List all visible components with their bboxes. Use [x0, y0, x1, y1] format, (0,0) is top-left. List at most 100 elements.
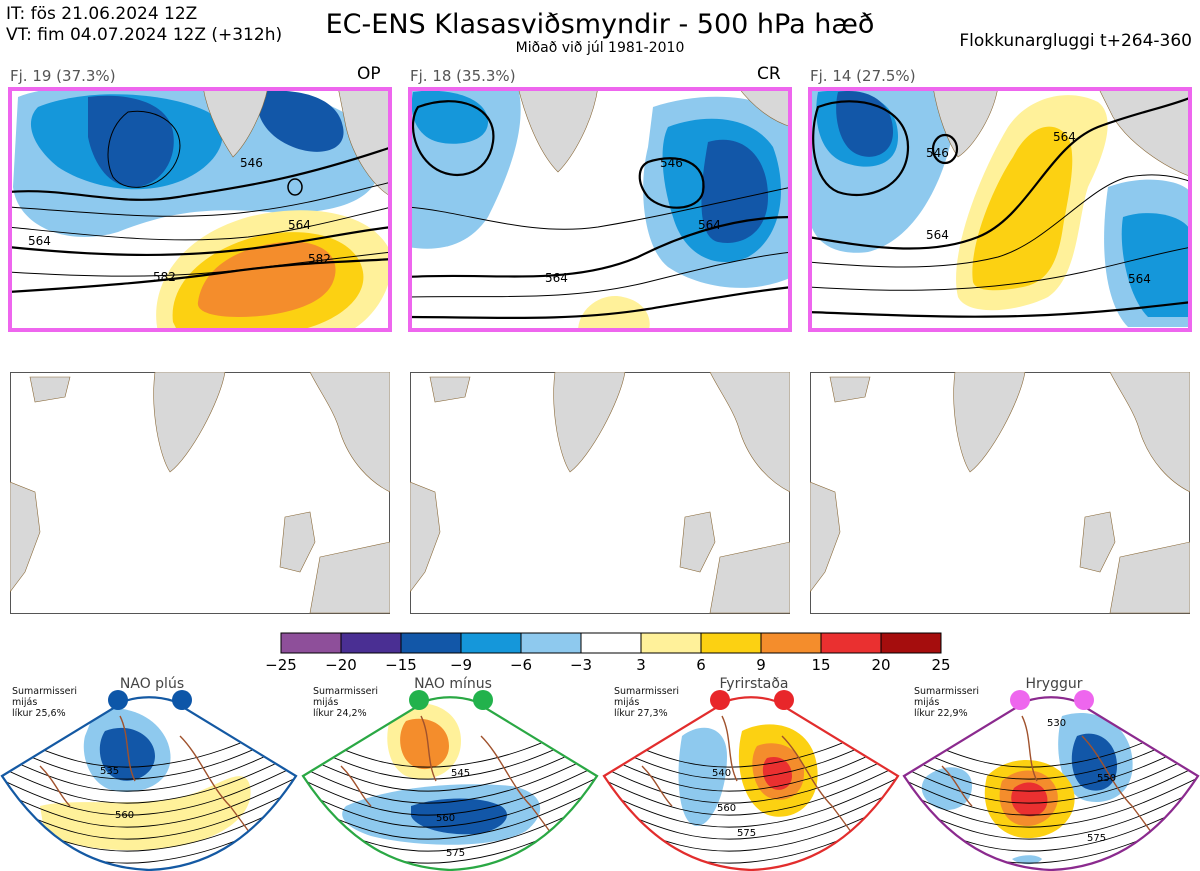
regime-mean: mijás [614, 697, 640, 708]
regime-contour [604, 746, 898, 804]
regime-contour [904, 746, 1198, 804]
regime-border [602, 696, 900, 871]
contour-thin-2 [408, 186, 792, 230]
cluster-map-1: 546 564 582 564 582 [8, 87, 392, 332]
regime-mean: mijás [313, 697, 339, 708]
contour-label: 546 [926, 146, 949, 160]
arctic-island [829, 376, 871, 403]
regime-map: 535 560 [0, 696, 298, 871]
contour-546 [411, 100, 495, 176]
colorbar-tick-label: 20 [871, 656, 891, 674]
scandinavia-land [709, 372, 790, 493]
cluster-2-label: Fj. 18 (35.3%) [410, 67, 516, 85]
colorbar [280, 632, 942, 654]
colorbar-tick-label: 3 [636, 656, 646, 674]
cluster-border [808, 87, 1192, 332]
regime-info: Sumarmisseri mijás líkur 27,3% [614, 686, 679, 719]
contour-label: 564 [545, 271, 568, 285]
contour-546 [812, 100, 910, 197]
contour-thin-2 [8, 206, 392, 241]
blank-map-2 [410, 372, 790, 614]
regime-title: NAO plús [119, 676, 185, 692]
cluster-1-tag: OP [357, 64, 381, 84]
britain-land [279, 511, 316, 573]
regime-contour [303, 758, 597, 816]
regime-contour-label: 560 [717, 803, 736, 814]
cluster-2-tag: CR [757, 64, 781, 84]
negative-anomaly-strong [701, 139, 768, 243]
regime-contour [303, 782, 597, 840]
canada-land [410, 481, 441, 593]
cluster-1-label: Fj. 19 (37.3%) [10, 67, 116, 85]
regime-marker-dot [710, 690, 730, 710]
regime-info: Sumarmisseri mijás líkur 22,9% [914, 686, 979, 719]
colorbar-cell [280, 632, 342, 654]
regime-title: Fyrirstaða [719, 676, 789, 692]
contour-label: 582 [308, 252, 331, 266]
cluster-map-2: 564 546 564 [408, 87, 792, 332]
colorbar-cell [880, 632, 942, 654]
regime-anomaly [400, 718, 449, 770]
run-info: IT: fös 21.06.2024 12Z VT: fim 04.07.202… [6, 4, 282, 46]
blank-map-3 [810, 372, 1190, 614]
negative-anomaly-medium-2 [1121, 213, 1192, 317]
colorbar-tick-label: −25 [265, 656, 297, 674]
regime-marker-dot [774, 690, 794, 710]
regime-probability: líkur 24,2% [313, 708, 367, 719]
contour-thin-2 [808, 246, 1192, 291]
contour-label: 564 [28, 234, 51, 248]
regime-anomaly [921, 767, 972, 810]
canada-land [10, 481, 41, 593]
regime-contour [604, 770, 898, 828]
contour-thin-1 [8, 181, 392, 217]
regime-contour [604, 782, 898, 840]
regime-map: 530 550 575 [902, 696, 1200, 871]
regime-contour [303, 770, 597, 828]
regime-mean: mijás [914, 697, 940, 708]
colorbar-tick-label: 6 [696, 656, 706, 674]
regime-anomaly [99, 727, 155, 781]
contour-564 [8, 225, 392, 257]
colorbar-cell [760, 632, 822, 654]
regime-contour [904, 782, 1198, 840]
regime-contour [904, 770, 1198, 828]
colorbar-cell [520, 632, 582, 654]
regime-probability: líkur 22,9% [914, 708, 968, 719]
regime-contour [904, 758, 1198, 816]
arctic-island [429, 376, 471, 403]
regime-map: 540 560 575 [602, 696, 900, 871]
regime-marker-dot [1010, 690, 1030, 710]
page-title: EC-ENS Klasasviðsmyndir - 500 hPa hæð [325, 9, 875, 40]
greenland-land [953, 372, 1026, 473]
contour-closed-small [287, 178, 303, 196]
colorbar-cell [400, 632, 462, 654]
arctic-island [29, 376, 71, 403]
regime-contour-label: 540 [712, 768, 731, 779]
regime-contour-label: 575 [737, 828, 756, 839]
initial-time: IT: fös 21.06.2024 12Z [6, 4, 198, 24]
contour-label: 564 [698, 218, 721, 232]
negative-anomaly-strong [88, 95, 174, 187]
regime-info: Sumarmisseri mijás líkur 24,2% [313, 686, 378, 719]
contour-thin-1 [408, 251, 792, 298]
regime-anomaly [762, 756, 792, 790]
regime-contour [2, 758, 296, 816]
regime-map: 545 560 575 [301, 696, 599, 871]
regime-season: Sumarmisseri [614, 686, 680, 697]
contour-low-ring [107, 110, 181, 188]
regime-contour-label: 575 [1087, 833, 1106, 844]
regime-probability: líkur 25,6% [12, 708, 66, 719]
regime-contour [604, 758, 898, 816]
contour-label: 564 [1128, 272, 1151, 286]
regime-marker-dot [172, 690, 192, 710]
europe-land [309, 541, 390, 614]
colorbar-tick-label: −3 [569, 656, 593, 674]
regime-anomaly [1071, 733, 1117, 791]
valid-time: VT: fim 04.07.2024 12Z (+312h) [6, 25, 283, 45]
window-label: Flokkunargluggi t+264-360 [959, 31, 1192, 51]
regime-title: Hryggur [1025, 676, 1083, 692]
contour-582 [808, 300, 1192, 318]
contour-label: 546 [660, 156, 683, 170]
contour-label: 546 [240, 156, 263, 170]
contour-546-2 [638, 157, 705, 209]
